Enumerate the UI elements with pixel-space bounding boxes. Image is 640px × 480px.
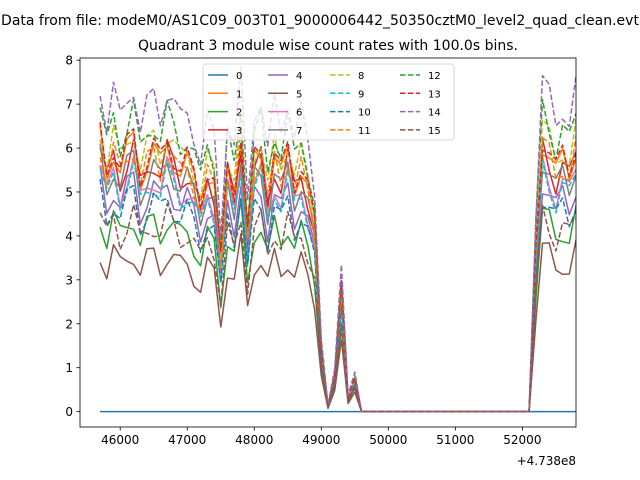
legend-label-14: 14	[428, 108, 441, 119]
legend-label-15: 15	[428, 126, 441, 137]
series-line-11	[99, 127, 576, 413]
legend-frame	[202, 63, 455, 141]
series-line-10	[99, 178, 576, 413]
axes-layer: 46000 47000 48000 49000 50000 51000 5200001234…	[65, 54, 541, 447]
x-offset-label: +4.738e8	[517, 454, 576, 468]
x-tick-label: 50000	[369, 433, 407, 447]
chart-title: Quadrant 3 module wise count rates with …	[138, 38, 518, 54]
x-tick-label: 51000	[436, 433, 474, 447]
y-tick-label: 4	[65, 229, 73, 243]
legend-label-4: 4	[296, 71, 302, 82]
series-layer	[99, 66, 576, 413]
series-line-15	[99, 203, 576, 413]
legend-label-9: 9	[358, 89, 364, 100]
x-tick-label: 48000	[235, 433, 273, 447]
x-tick-label: 47000	[168, 433, 206, 447]
legend-label-6: 6	[296, 108, 302, 119]
legend-label-7: 7	[296, 126, 302, 137]
legend-label-0: 0	[236, 71, 242, 82]
y-tick-label: 3	[65, 273, 73, 287]
y-tick-label: 0	[65, 405, 73, 419]
legend-label-11: 11	[358, 126, 371, 137]
y-tick-label: 7	[65, 98, 73, 112]
x-tick-label: 46000	[101, 433, 139, 447]
legend-label-3: 3	[236, 126, 242, 137]
y-tick-label: 1	[65, 361, 73, 375]
y-tick-label: 8	[65, 54, 73, 68]
y-tick-label: 2	[65, 317, 73, 331]
y-tick-label: 6	[65, 142, 73, 156]
legend-label-12: 12	[428, 71, 441, 82]
series-line-13	[99, 122, 576, 413]
legend-label-8: 8	[358, 71, 364, 82]
legend-label-5: 5	[296, 89, 302, 100]
figure-suptitle: Data from file: modeM0/AS1C09_003T01_900…	[1, 13, 639, 29]
legend-label-2: 2	[236, 108, 242, 119]
plot-frame	[79, 57, 577, 428]
x-tick-label: 52000	[503, 433, 541, 447]
x-tick-label: 49000	[302, 433, 340, 447]
legend-label-13: 13	[428, 89, 441, 100]
legend-label-10: 10	[358, 108, 371, 119]
legend-label-1: 1	[236, 89, 242, 100]
y-tick-label: 5	[65, 185, 73, 199]
